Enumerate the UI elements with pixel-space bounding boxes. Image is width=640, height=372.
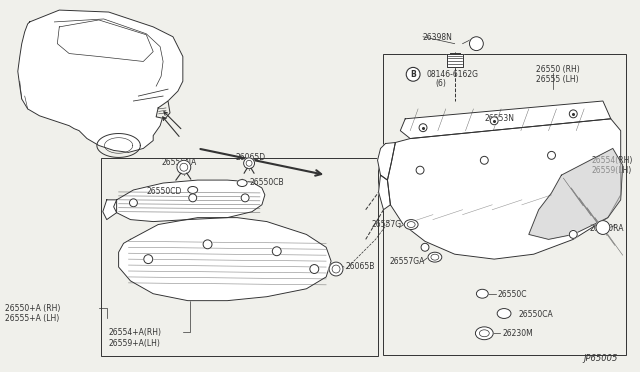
Polygon shape [156, 101, 170, 119]
Ellipse shape [404, 219, 418, 230]
Polygon shape [378, 142, 396, 180]
Bar [383, 54, 626, 355]
Circle shape [189, 194, 196, 202]
Ellipse shape [188, 186, 198, 193]
Text: 26250RA: 26250RA [589, 224, 623, 232]
Circle shape [470, 37, 483, 51]
Circle shape [244, 158, 255, 169]
Bar [101, 158, 378, 356]
Polygon shape [387, 119, 621, 259]
Circle shape [203, 240, 212, 249]
Text: 26554(RH): 26554(RH) [591, 156, 632, 165]
Text: 26555 (LH): 26555 (LH) [536, 75, 579, 84]
Text: JP65005: JP65005 [584, 354, 618, 363]
Circle shape [241, 194, 249, 202]
Text: 26065D: 26065D [236, 153, 266, 163]
Polygon shape [529, 148, 623, 239]
Text: 26550CA: 26550CA [519, 310, 554, 318]
Polygon shape [103, 200, 116, 219]
Ellipse shape [476, 327, 493, 340]
Polygon shape [18, 10, 183, 153]
Circle shape [406, 67, 420, 81]
Ellipse shape [476, 289, 488, 298]
Circle shape [329, 262, 343, 276]
Polygon shape [114, 180, 265, 222]
Circle shape [481, 156, 488, 164]
Circle shape [570, 231, 577, 238]
Circle shape [596, 221, 610, 234]
Text: 26230M: 26230M [502, 329, 533, 338]
Circle shape [129, 199, 138, 207]
Circle shape [310, 264, 319, 273]
Text: 26559+A(LH): 26559+A(LH) [109, 339, 161, 348]
Text: 26555+A (LH): 26555+A (LH) [5, 314, 59, 324]
Text: 26550CB: 26550CB [249, 178, 284, 187]
Circle shape [416, 166, 424, 174]
Text: 26557G: 26557G [372, 219, 402, 229]
Text: 26554+A(RH): 26554+A(RH) [109, 328, 162, 337]
Circle shape [419, 124, 427, 132]
Text: 26065B: 26065B [346, 262, 375, 271]
Circle shape [144, 255, 153, 264]
Ellipse shape [237, 180, 247, 186]
Text: B: B [410, 70, 416, 79]
Text: 26556NA: 26556NA [161, 158, 196, 167]
Text: 26550 (RH): 26550 (RH) [536, 65, 579, 74]
Polygon shape [400, 101, 611, 138]
Text: 26550C: 26550C [497, 290, 527, 299]
Text: 26553N: 26553N [484, 114, 515, 123]
Polygon shape [378, 175, 390, 210]
Polygon shape [118, 218, 331, 301]
Circle shape [272, 247, 281, 256]
Ellipse shape [428, 252, 442, 262]
Text: 26550+A (RH): 26550+A (RH) [5, 304, 60, 312]
Circle shape [421, 243, 429, 251]
Text: 08146-6162G: 08146-6162G [427, 70, 479, 79]
Text: (6): (6) [435, 79, 446, 88]
Circle shape [177, 160, 191, 174]
Text: 26559(LH): 26559(LH) [591, 166, 631, 175]
Ellipse shape [497, 308, 511, 318]
Text: 26398N: 26398N [422, 33, 452, 42]
Circle shape [548, 151, 556, 159]
Polygon shape [447, 54, 463, 67]
Circle shape [570, 110, 577, 118]
Text: 26550CD: 26550CD [147, 187, 182, 196]
Text: 26557GA: 26557GA [389, 257, 425, 266]
Circle shape [490, 117, 498, 125]
